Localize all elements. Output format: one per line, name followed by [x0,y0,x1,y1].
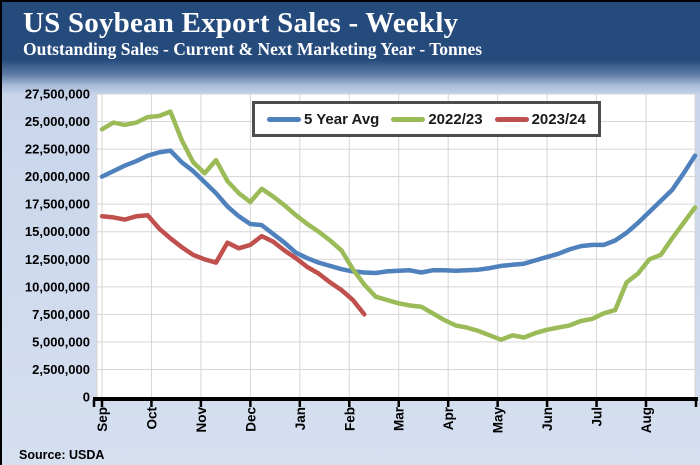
svg-text:Mar: Mar [392,406,407,431]
svg-text:Dec: Dec [243,407,258,432]
svg-text:Oct: Oct [144,407,159,430]
source-note: Source: USDA [19,448,105,462]
legend-label: 5 Year Avg [304,110,380,128]
svg-text:5,000,000: 5,000,000 [32,334,90,349]
svg-text:25,000,000: 25,000,000 [25,114,90,129]
chart-subtitle: Outstanding Sales - Current & Next Marke… [23,39,483,59]
svg-text:Jun: Jun [540,407,555,431]
chart-header: US Soybean Export Sales - Weekly Outstan… [2,2,700,95]
line-swatch-icon [267,116,301,122]
svg-text:7,500,000: 7,500,000 [32,307,90,322]
legend-item-5-year-avg: 5 Year Avg [267,111,379,128]
svg-text:Feb: Feb [342,407,357,431]
svg-text:0: 0 [83,390,90,405]
svg-text:Jan: Jan [293,407,308,430]
chart-title: US Soybean Export Sales - Weekly [23,7,459,39]
svg-text:May: May [491,407,506,434]
svg-text:20,000,000: 20,000,000 [25,169,90,184]
legend-item-2023-24: 2023/24 [494,110,586,128]
svg-text:Nov: Nov [194,407,209,433]
svg-text:12,500,000: 12,500,000 [25,252,90,267]
svg-text:17,500,000: 17,500,000 [25,197,90,212]
legend-label: 2022/23 [428,110,483,128]
svg-text:27,500,000: 27,500,000 [25,87,90,102]
svg-text:Jul: Jul [590,407,605,427]
legend: 5 Year Avg 2022/23 2023/24 [252,101,601,137]
svg-text:Aug: Aug [639,407,654,433]
legend-item-2022-23: 2022/23 [391,110,483,128]
svg-text:Sep: Sep [95,407,110,432]
legend-label: 2023/24 [531,110,586,128]
line-swatch-icon [391,116,426,122]
svg-text:10,000,000: 10,000,000 [25,279,90,294]
svg-text:15,000,000: 15,000,000 [25,224,90,239]
line-swatch-icon [494,116,529,122]
svg-text:Apr: Apr [441,406,456,430]
svg-text:22,500,000: 22,500,000 [25,142,90,157]
svg-text:2,500,000: 2,500,000 [32,362,90,377]
